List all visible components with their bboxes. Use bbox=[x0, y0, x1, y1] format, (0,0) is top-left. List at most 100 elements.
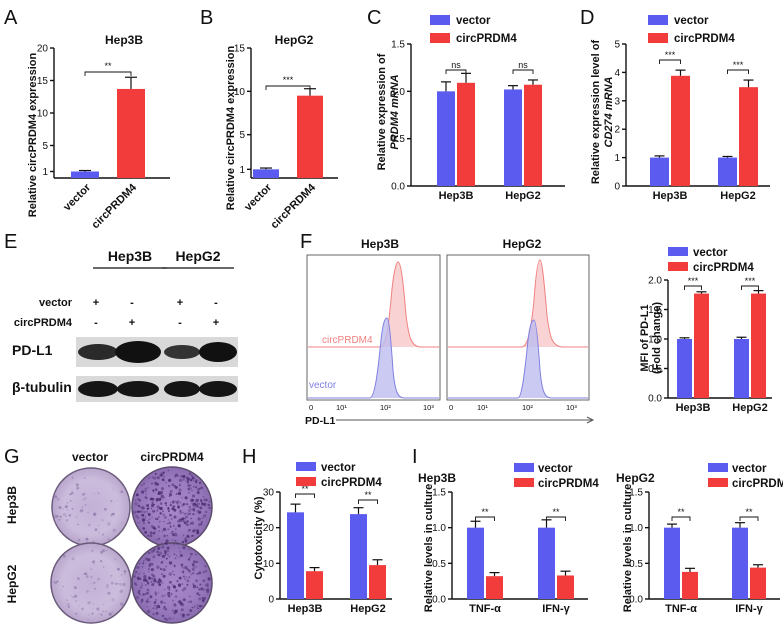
colony-dot bbox=[187, 568, 190, 572]
colony-dot bbox=[75, 600, 77, 602]
colony-dot bbox=[112, 611, 114, 613]
colony-dot bbox=[185, 502, 188, 506]
colony-dot bbox=[173, 485, 177, 488]
colony-dot bbox=[187, 513, 189, 516]
colony-dot bbox=[159, 512, 162, 515]
colony-dot bbox=[175, 589, 178, 592]
colony-dot bbox=[173, 532, 177, 536]
colony-dot bbox=[154, 591, 157, 594]
f-ytick-label: 2.0 bbox=[648, 276, 662, 287]
colony-dot bbox=[157, 591, 160, 594]
colony-dot bbox=[92, 560, 96, 563]
colony-dot bbox=[207, 577, 211, 581]
colony-dot bbox=[116, 499, 118, 501]
blot-band-pdl1-label: PD-L1 bbox=[12, 342, 53, 358]
panel-label-c: C bbox=[367, 7, 381, 29]
colony-dot bbox=[141, 506, 145, 510]
colony-dot bbox=[188, 548, 190, 551]
colony-dot bbox=[92, 540, 95, 543]
b-bar-1 bbox=[297, 95, 323, 178]
colony-dot bbox=[188, 570, 191, 573]
colony-dot bbox=[167, 519, 170, 521]
c-bar-1-0 bbox=[457, 82, 475, 186]
colony-dot bbox=[137, 578, 140, 581]
colony-dot bbox=[135, 493, 139, 497]
colony-dot bbox=[107, 522, 111, 526]
blot-group-hep3b: Hep3B bbox=[108, 248, 152, 264]
colony-dot bbox=[160, 494, 164, 498]
colony-dot bbox=[135, 595, 140, 600]
h-ytick-label: 10 bbox=[263, 559, 275, 570]
colony-dot bbox=[174, 539, 177, 542]
colony-dot bbox=[158, 582, 161, 584]
colony-dot bbox=[110, 574, 113, 577]
f-bar-1-0 bbox=[694, 293, 709, 398]
colony-dot bbox=[157, 537, 160, 540]
colony-dot bbox=[154, 487, 158, 491]
colony-dot bbox=[86, 542, 88, 544]
colony-dot bbox=[152, 532, 156, 535]
panel-label-i: I bbox=[412, 446, 418, 468]
chart-h: 0 10 20 30 ** Hep3B ** HepG2 bbox=[263, 484, 392, 615]
b-signif-label: *** bbox=[283, 75, 294, 85]
colony-dot bbox=[169, 493, 172, 497]
colony-dot bbox=[192, 583, 195, 585]
colony-dot bbox=[65, 519, 69, 522]
colony-dot bbox=[205, 583, 209, 587]
colony-dot bbox=[167, 594, 171, 598]
d-signif-bracket bbox=[727, 69, 749, 74]
colony-dot bbox=[201, 597, 204, 599]
colony-dot bbox=[141, 484, 143, 487]
colony-dot bbox=[165, 565, 168, 568]
colony-dot bbox=[143, 482, 145, 485]
colony-dot bbox=[77, 538, 81, 542]
colony-dot bbox=[168, 591, 171, 594]
histo-xtick-5: 0 bbox=[449, 403, 453, 412]
colony-dot bbox=[176, 542, 179, 545]
colony-dot bbox=[142, 593, 145, 596]
colony-dot bbox=[187, 601, 190, 603]
colony-dot bbox=[164, 608, 168, 611]
b-ytick-label: 15 bbox=[234, 44, 246, 55]
colony-dot bbox=[159, 499, 161, 502]
colony-dot bbox=[107, 591, 111, 595]
d-bar-0-1 bbox=[718, 157, 737, 186]
colony-dot bbox=[179, 511, 183, 515]
plate-row-hepg2: HepG2 bbox=[5, 564, 19, 603]
i2-bar-0-1 bbox=[732, 527, 748, 599]
colony-dot bbox=[207, 503, 210, 507]
chart-f-ylabel-line2: (Fold change) bbox=[651, 302, 663, 374]
colony-dot bbox=[175, 493, 178, 495]
colony-dot bbox=[162, 607, 165, 610]
colony-dot bbox=[158, 551, 163, 555]
colony-dot bbox=[97, 577, 100, 581]
chart-i1-title: Hep3B bbox=[418, 471, 456, 485]
colony-dot bbox=[184, 565, 188, 570]
colony-dot bbox=[182, 503, 186, 506]
colony-dot bbox=[158, 492, 162, 495]
colony-dot bbox=[166, 546, 170, 550]
colony-dot bbox=[181, 565, 183, 568]
colony-dot bbox=[168, 561, 173, 565]
colony-dot bbox=[207, 594, 209, 596]
plates: vector circPRDM4 Hep3B HepG2 bbox=[5, 450, 213, 624]
colony-dot bbox=[93, 493, 96, 495]
colony-dot bbox=[149, 563, 151, 566]
c-bar-0-1 bbox=[504, 89, 522, 186]
colony-dot bbox=[102, 533, 104, 536]
i2-signif-label: ** bbox=[677, 507, 685, 517]
colony-dot bbox=[159, 584, 162, 586]
colony-dot bbox=[185, 512, 187, 515]
colony-dot bbox=[187, 512, 189, 514]
colony-dot bbox=[165, 542, 168, 546]
i1-bar-0-1 bbox=[538, 527, 555, 599]
f-bar-1-1 bbox=[751, 293, 766, 398]
colony-dot bbox=[59, 515, 62, 518]
histo-arrow-head bbox=[586, 416, 595, 424]
panel-label-b: B bbox=[200, 7, 213, 29]
legend-i1: vector circPRDM4 bbox=[514, 463, 599, 490]
a-ytick-label: 15 bbox=[37, 76, 49, 87]
chart-h-ylabel: Cytotoxicity (%) bbox=[253, 496, 265, 579]
legend-c: vector circPRDM4 bbox=[430, 15, 517, 45]
colony-dot bbox=[137, 504, 141, 508]
